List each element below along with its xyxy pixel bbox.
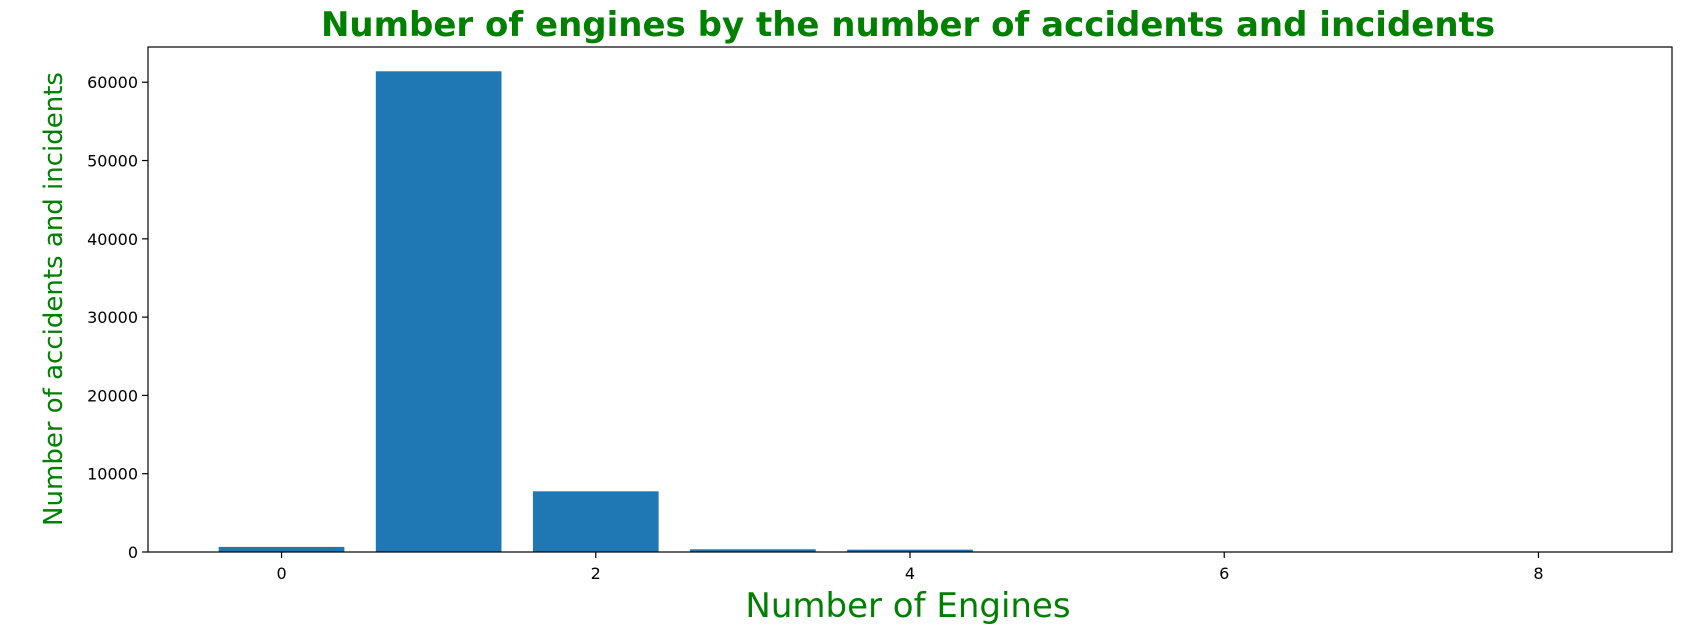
chart-title: Number of engines by the number of accid… [321, 5, 1495, 45]
bar-1 [375, 71, 502, 553]
bar-2 [532, 491, 659, 552]
y-tick-label-10000: 10000 [87, 465, 138, 484]
x-tick-label-8: 8 [1533, 564, 1543, 583]
x-tick-label-6: 6 [1219, 564, 1229, 583]
x-tick-label-2: 2 [591, 564, 601, 583]
x-axis-label: Number of Engines [745, 586, 1070, 626]
y-tick-label-20000: 20000 [87, 386, 138, 405]
bar-0 [218, 546, 345, 552]
x-tick-label-0: 0 [276, 564, 286, 583]
y-tick-label-40000: 40000 [87, 230, 138, 249]
y-tick-label-0: 0 [128, 543, 138, 562]
y-tick-label-60000: 60000 [87, 73, 138, 92]
y-tick-label-50000: 50000 [87, 152, 138, 171]
y-axis-label: Number of accidents and incidents [39, 72, 69, 526]
bar-3 [690, 549, 816, 552]
bar-4 [847, 549, 973, 552]
y-tick-label-30000: 30000 [87, 308, 138, 327]
plot-area: 0 2 4 6 8 0 10000 20000 30000 40000 50000 60000 [87, 46, 1673, 583]
x-tick-label-4: 4 [905, 564, 915, 583]
